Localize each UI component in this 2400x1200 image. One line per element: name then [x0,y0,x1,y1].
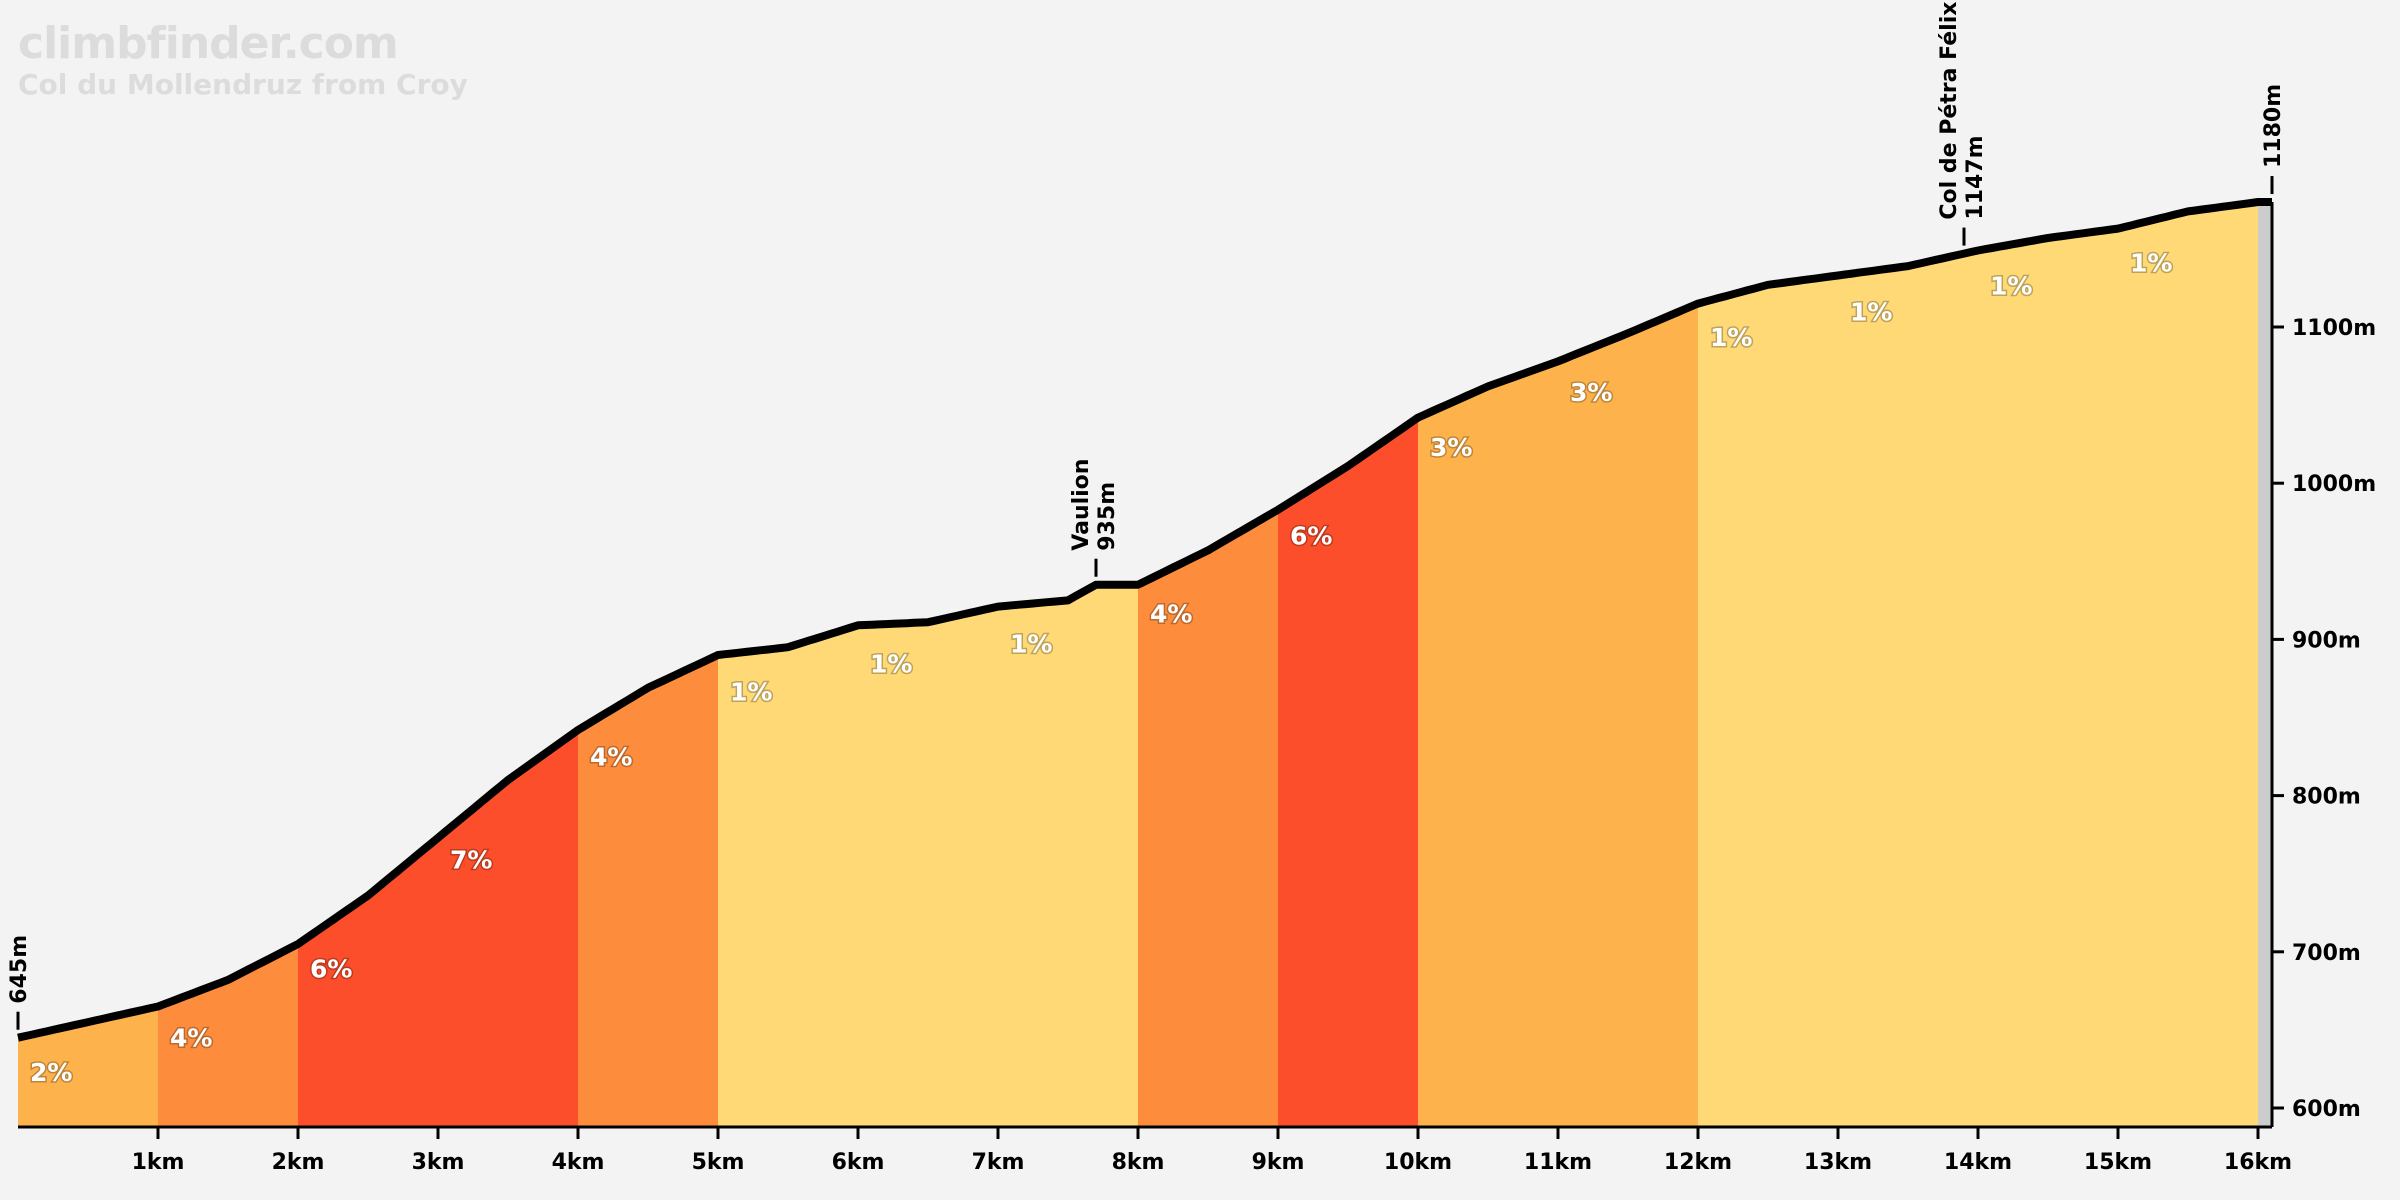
grade-label: 1% [1710,323,1752,352]
x-tick-label: 9km [1252,1150,1305,1175]
grade-label: 7% [450,845,492,874]
y-tick-label: 700m [2292,941,2361,966]
gradient-segment-7 [998,584,1138,1127]
y-tick-label: 900m [2292,628,2361,653]
x-tick-label: 14km [1944,1150,2012,1175]
x-tick-label: 10km [1384,1150,1452,1175]
annotation-0: 645m [7,935,32,1004]
grade-label: 4% [590,742,632,771]
gradient-segment-14 [1978,228,2118,1128]
grade-label: 2% [30,1058,72,1087]
x-tick-label: 2km [272,1150,325,1175]
annotation-2: Col de Pétra Félix 1147m [1937,2,1988,220]
annotation-label: Col de Pétra Félix [1937,2,1962,220]
gradient-segment-12 [1698,275,1838,1127]
gradient-segment-9 [1278,417,1418,1128]
gradient-segment-15 [2118,202,2258,1127]
x-tick-label: 12km [1664,1150,1732,1175]
grade-label: 1% [1010,630,1052,659]
x-tick-label: 5km [692,1150,745,1175]
x-tick-label: 16km [2224,1150,2292,1175]
gradient-segment-13 [1838,250,1978,1127]
annotation-label: 1180m [2261,84,2286,168]
gradient-segment-4 [578,655,718,1127]
x-tick-label: 3km [412,1150,465,1175]
y-tick-label: 600m [2292,1097,2361,1122]
brand-watermark: climbfinder.com [18,18,399,69]
y-tick-label: 1000m [2292,472,2376,497]
grade-label: 1% [870,649,912,678]
gradient-segment-3 [438,730,578,1127]
annotation-elevation: 1147m [1963,135,1988,219]
gradient-segment-5 [718,625,858,1127]
grade-label: 1% [1850,298,1892,327]
gradient-segment-10 [1418,361,1558,1127]
grade-label: 1% [730,678,772,707]
gradient-segment-6 [858,606,998,1127]
grade-label: 1% [2130,248,2172,277]
annotation-3: 1180m [2261,84,2286,168]
grade-label: 6% [1290,522,1332,551]
x-tick-label: 1km [132,1150,185,1175]
gradient-segment-8 [1138,509,1278,1127]
x-tick-label: 4km [552,1150,605,1175]
annotation-1: Vaulion 935m [1069,459,1120,551]
grade-label: 1% [1990,272,2032,301]
x-tick-label: 13km [1804,1150,1872,1175]
grade-label: 3% [1570,378,1612,407]
grade-label: 4% [1150,599,1192,628]
x-tick-label: 8km [1112,1150,1165,1175]
chart-title: Col du Mollendruz from Croy [18,68,468,101]
x-tick-label: 11km [1524,1150,1592,1175]
y-tick-label: 1100m [2292,316,2376,341]
gradient-segment-1 [158,944,298,1127]
grade-label: 6% [310,954,352,983]
x-tick-label: 6km [832,1150,885,1175]
annotation-label: 645m [7,935,32,1004]
x-tick-label: 7km [972,1150,1025,1175]
x-tick-label: 15km [2084,1150,2152,1175]
annotation-label: Vaulion [1069,459,1094,551]
y-tick-label: 800m [2292,785,2361,810]
gradient-segment-0 [18,1006,158,1127]
gradient-segment-16 [2258,202,2272,1127]
grade-label: 3% [1430,433,1472,462]
annotation-elevation: 935m [1095,482,1120,551]
gradient-segment-11 [1558,303,1698,1128]
grade-label: 4% [170,1024,212,1053]
profile-line [17,198,2272,1042]
gradient-segment-2 [298,837,438,1127]
